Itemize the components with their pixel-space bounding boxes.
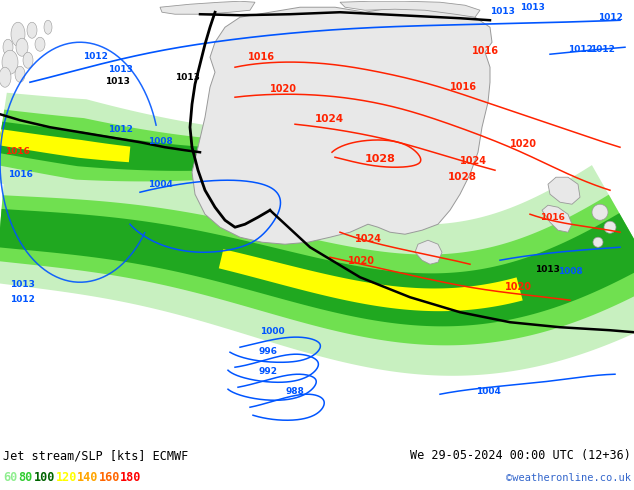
Circle shape [592, 204, 608, 220]
Text: Jet stream/SLP [kts] ECMWF: Jet stream/SLP [kts] ECMWF [3, 449, 188, 462]
Text: 100: 100 [34, 471, 55, 484]
Text: 180: 180 [120, 471, 141, 484]
Text: 1013: 1013 [10, 280, 35, 289]
Text: 140: 140 [77, 471, 98, 484]
Ellipse shape [27, 22, 37, 38]
Text: ©weatheronline.co.uk: ©weatheronline.co.uk [506, 473, 631, 483]
Polygon shape [340, 1, 480, 17]
Text: 1020: 1020 [510, 139, 537, 149]
Text: 1012: 1012 [10, 295, 35, 304]
Text: 1012: 1012 [598, 13, 623, 22]
Polygon shape [160, 1, 255, 14]
Text: 1013: 1013 [490, 7, 515, 16]
Ellipse shape [3, 39, 13, 55]
Text: 1008: 1008 [558, 267, 583, 276]
Text: 1012: 1012 [568, 45, 593, 54]
Ellipse shape [16, 38, 28, 56]
Text: 1016: 1016 [8, 170, 33, 179]
Ellipse shape [0, 67, 11, 87]
Text: 60: 60 [3, 471, 17, 484]
Text: We 29-05-2024 00:00 UTC (12+36): We 29-05-2024 00:00 UTC (12+36) [410, 449, 631, 462]
Text: 1012: 1012 [590, 45, 615, 54]
Text: 1016: 1016 [540, 213, 565, 222]
Text: 1016: 1016 [5, 147, 30, 156]
Text: 160: 160 [99, 471, 120, 484]
Text: 1020: 1020 [348, 256, 375, 266]
Polygon shape [0, 195, 634, 345]
Text: 120: 120 [55, 471, 77, 484]
Polygon shape [0, 122, 311, 171]
Polygon shape [0, 93, 311, 198]
Text: 1024: 1024 [315, 114, 344, 124]
Ellipse shape [44, 20, 52, 34]
Circle shape [593, 237, 603, 247]
Text: 1020: 1020 [270, 84, 297, 94]
Ellipse shape [2, 50, 18, 74]
Ellipse shape [35, 37, 45, 51]
Text: 1012: 1012 [108, 125, 133, 134]
Polygon shape [415, 240, 442, 264]
Text: 1020: 1020 [505, 282, 532, 292]
Text: 996: 996 [259, 347, 278, 356]
Polygon shape [0, 129, 131, 162]
Ellipse shape [11, 22, 25, 46]
Text: 1013: 1013 [520, 3, 545, 12]
Polygon shape [0, 165, 634, 376]
Text: 80: 80 [18, 471, 32, 484]
Ellipse shape [23, 52, 33, 68]
Text: 1013: 1013 [175, 73, 200, 82]
Text: 1024: 1024 [355, 234, 382, 244]
Text: 992: 992 [259, 367, 278, 376]
Polygon shape [0, 110, 311, 181]
Ellipse shape [15, 66, 25, 82]
Text: 1028: 1028 [448, 172, 477, 182]
Text: 988: 988 [285, 387, 304, 396]
Text: 1016: 1016 [450, 82, 477, 92]
Polygon shape [192, 4, 492, 244]
Polygon shape [542, 205, 572, 232]
Text: 1012: 1012 [82, 52, 107, 61]
Polygon shape [0, 209, 634, 326]
Text: 1000: 1000 [260, 327, 284, 336]
Text: 1028: 1028 [365, 154, 396, 164]
Text: 1013: 1013 [105, 77, 130, 86]
Text: 1016: 1016 [472, 46, 499, 56]
Text: 1013: 1013 [535, 265, 560, 274]
Text: 1008: 1008 [148, 137, 172, 146]
Circle shape [604, 221, 616, 233]
Text: 1004: 1004 [476, 387, 500, 396]
Text: 1016: 1016 [248, 52, 275, 62]
Polygon shape [219, 249, 522, 311]
Text: 1024: 1024 [460, 156, 487, 166]
Text: 1013: 1013 [108, 65, 133, 74]
Text: 1004: 1004 [148, 180, 173, 189]
Polygon shape [548, 177, 580, 204]
